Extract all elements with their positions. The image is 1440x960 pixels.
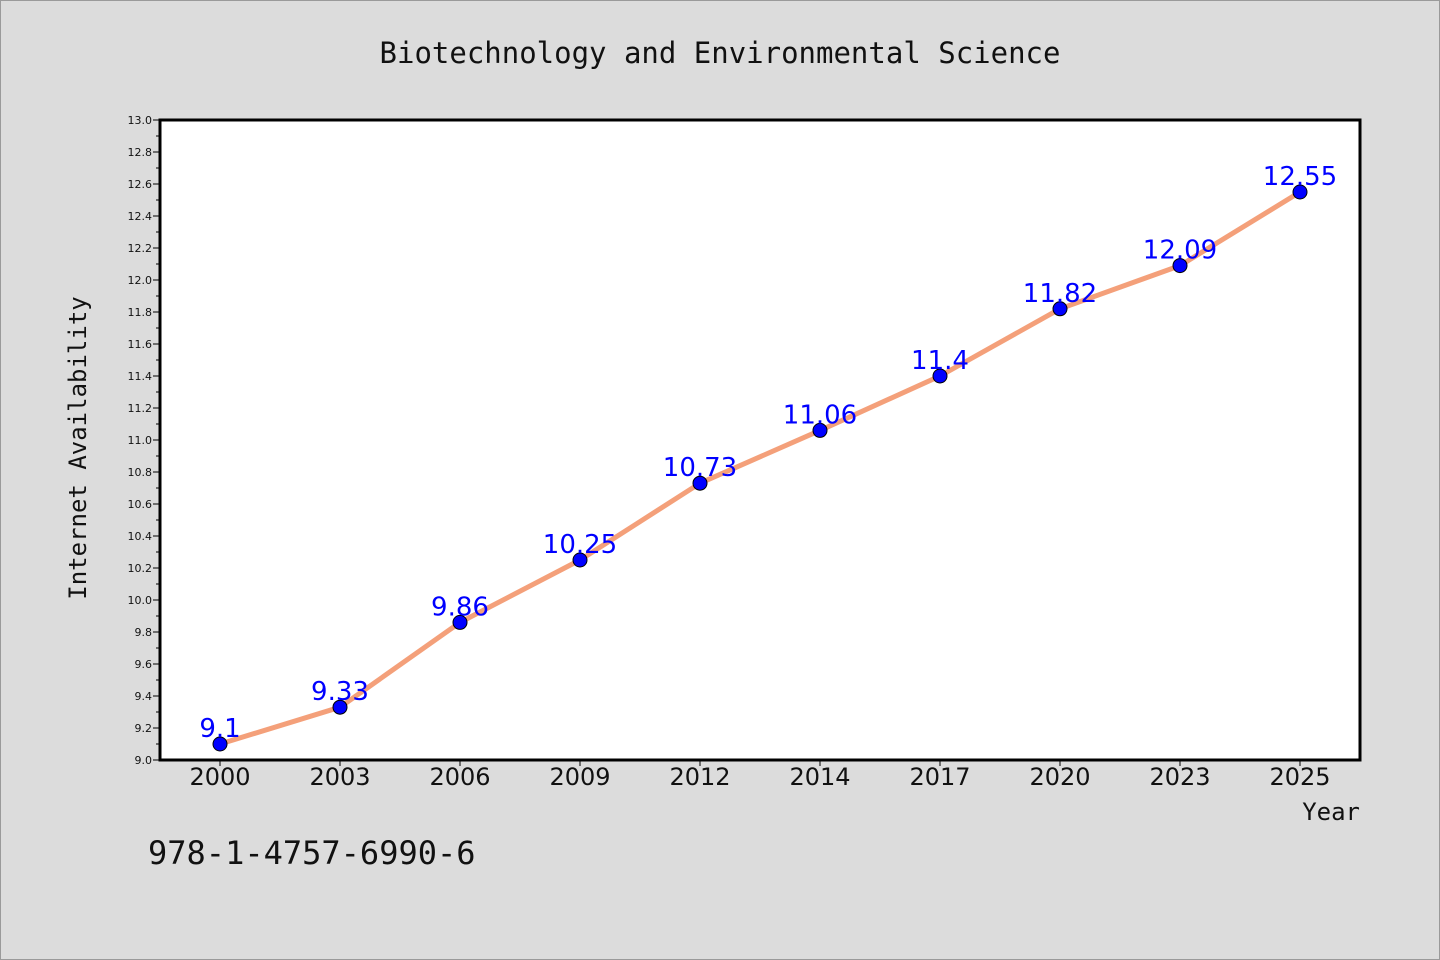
y-tick-label: 10.4 <box>128 530 153 543</box>
x-tick-label: 2023 <box>1149 763 1210 791</box>
y-tick-label: 11.2 <box>128 402 153 415</box>
data-point <box>452 614 468 630</box>
y-axis: 9.0 9.2 9.4 9.6 9.8 10.0 10.2 10.4 10.6 10.8 11.0 1… <box>128 114 160 767</box>
y-tick-label: 9.6 <box>135 658 153 671</box>
y-tick-label: 10.6 <box>128 498 153 511</box>
data-label: 9.86 <box>431 592 489 622</box>
plot-area <box>158 118 1362 762</box>
x-tick-label: 2012 <box>669 763 730 791</box>
y-tick-label: 12.4 <box>128 210 153 223</box>
x-axis: 2000 2003 2006 2009 2012 2014 2017 2020 2023 2025 <box>189 760 1331 791</box>
y-tick-label: 11.0 <box>128 434 153 447</box>
data-point <box>212 736 228 752</box>
data-point <box>332 699 348 715</box>
series-line <box>217 189 1303 747</box>
y-tick-label: 12.2 <box>128 242 153 255</box>
y-tick-label: 10.2 <box>128 562 153 575</box>
chart-title: Biotechnology and Environmental Science <box>380 36 1061 70</box>
data-label: 12.09 <box>1143 236 1217 266</box>
x-tick-label: 2003 <box>309 763 370 791</box>
y-tick-label: 12.8 <box>128 146 153 159</box>
x-tick-label: 2014 <box>789 763 850 791</box>
data-point <box>572 552 588 568</box>
y-tick-label: 9.8 <box>135 626 153 639</box>
x-axis-label: Year <box>1302 798 1360 826</box>
data-label: 12.55 <box>1263 162 1337 192</box>
data-point <box>692 475 708 491</box>
isbn-label: 978-1-4757-6990-6 <box>148 834 476 872</box>
y-tick-label: 11.6 <box>128 338 153 351</box>
y-tick-label: 12.0 <box>128 274 153 287</box>
y-tick-label: 13.0 <box>128 114 153 127</box>
y-tick-label: 9.4 <box>135 690 153 703</box>
x-tick-label: 2017 <box>909 763 970 791</box>
data-label: 11.82 <box>1023 279 1097 309</box>
y-tick-label: 11.4 <box>128 370 153 383</box>
data-label: 10.25 <box>543 530 617 560</box>
y-tick-label: 12.6 <box>128 178 153 191</box>
x-tick-label: 2009 <box>549 763 610 791</box>
y-tick-label: 9.2 <box>135 722 153 735</box>
series-layer: 9.1 9.33 9.86 10.25 10.73 11.06 11.4 11.82 12.09… <box>199 162 1337 752</box>
data-label: 11.06 <box>783 400 857 430</box>
data-point <box>1292 184 1308 200</box>
x-tick-label: 2006 <box>429 763 490 791</box>
y-tick-label: 10.0 <box>128 594 153 607</box>
data-label: 10.73 <box>663 453 737 483</box>
x-tick-label: 2000 <box>189 763 250 791</box>
data-point <box>932 368 948 384</box>
y-tick-label: 10.8 <box>128 466 153 479</box>
y-tick-label: 11.8 <box>128 306 153 319</box>
data-label: 9.1 <box>199 714 240 744</box>
data-point <box>812 422 828 438</box>
data-point <box>1052 301 1068 317</box>
data-label: 11.4 <box>911 346 969 376</box>
x-tick-label: 2020 <box>1029 763 1090 791</box>
y-tick-label: 9.0 <box>135 754 153 767</box>
data-point <box>1172 258 1188 274</box>
y-axis-label: Internet Availability <box>64 296 92 599</box>
data-label: 9.33 <box>311 677 369 707</box>
x-tick-label: 2025 <box>1269 763 1330 791</box>
